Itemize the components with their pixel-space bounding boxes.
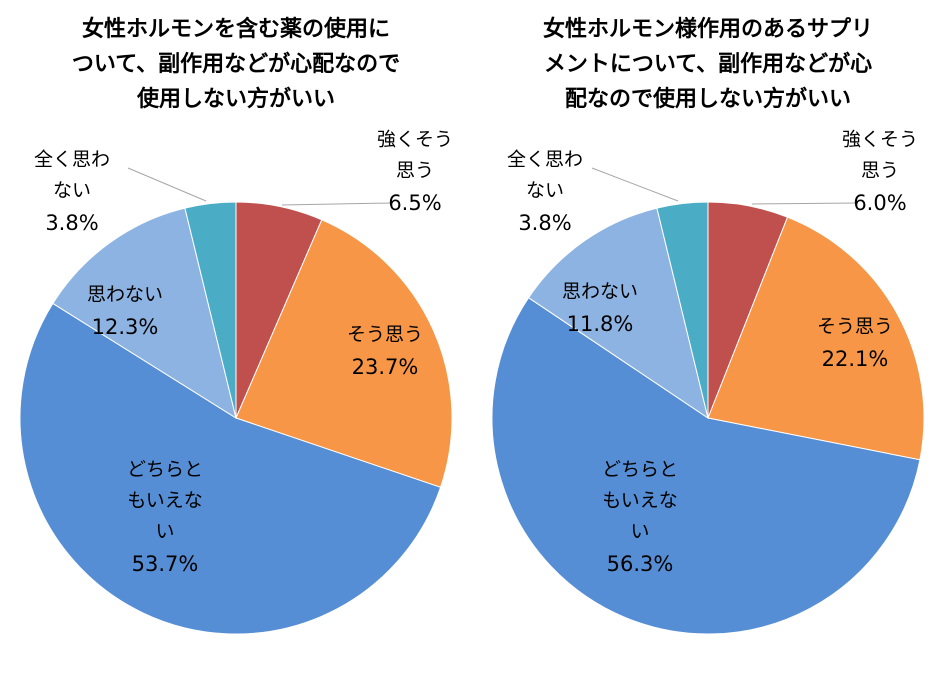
value-label: 23.7% [352,355,419,379]
pie-slice [656,201,709,419]
slice-label: 強くそう [377,129,453,151]
leader-line [281,202,393,206]
chart-title: 女性ホルモンを含む薬の使用に [82,16,390,42]
value-label: 6.5% [388,191,441,215]
slice-label: ない [53,180,91,202]
value-label: 53.7% [132,552,199,576]
chart-title: ついて、副作用などが心配なので [72,51,400,77]
slice-label: い [630,521,649,543]
chart-title: 女性ホルモン様作用のあるサプリ [543,16,873,42]
slice-label: 強くそう [842,129,918,151]
leader-line [127,167,207,202]
chart-title: 使用しない方がいい [136,86,335,112]
pie-slice [527,207,709,420]
slice-label: そう思う [347,324,423,346]
slice-label: 思う [396,160,434,182]
value-label: 56.3% [607,552,674,576]
value-label: 22.1% [822,347,889,371]
slice-label: 思わない [87,284,163,306]
slice-label: 全く思わ [507,149,583,171]
value-label: 6.0% [853,191,906,215]
value-label: 11.8% [567,312,634,336]
pie-slice [235,219,453,488]
slice-label: どちらと [602,459,678,481]
pie-slice [52,207,237,420]
value-label: 3.8% [45,211,98,235]
leader-line [591,167,679,202]
pie-slice [184,201,237,419]
pie-slice [19,302,442,635]
slice-label: 思わない [562,281,638,303]
chart-title: メントについて、副作用などが心 [544,51,872,77]
slice-label: そう思う [817,316,893,338]
slice-label: い [155,521,174,543]
slice-label: どちらと [127,459,203,481]
pie-slice [491,297,921,635]
slice-label: 全く思わ [34,149,110,171]
slice-label: ない [526,180,564,202]
pie-slice [707,216,925,461]
slice-label: もいえな [127,490,203,512]
slice-label: もいえな [602,490,678,512]
chart-title: 配なので使用しない方がいい [565,86,851,112]
leader-line [751,202,859,205]
slice-label: 思う [861,160,899,182]
value-label: 12.3% [92,315,159,339]
value-label: 3.8% [518,211,571,235]
